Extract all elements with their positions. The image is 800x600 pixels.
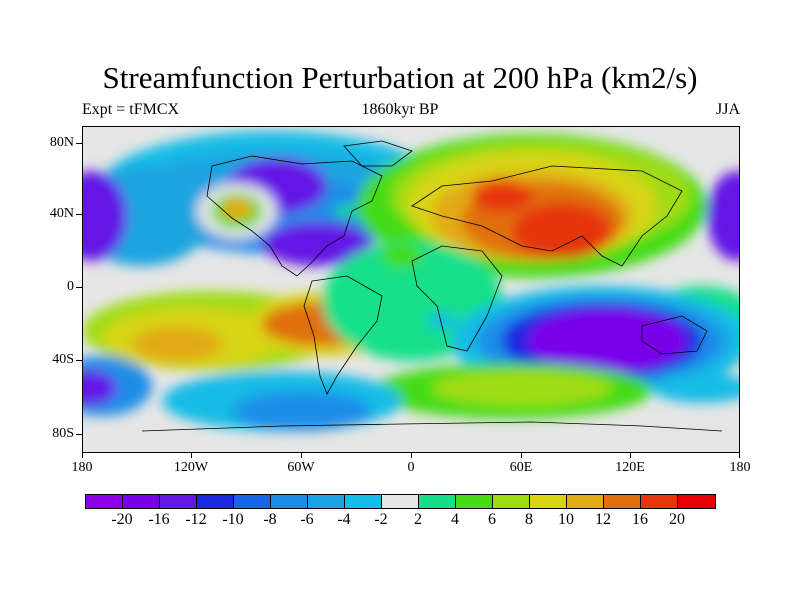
plot-title: Streamfunction Perturbation at 200 hPa (… [102,60,698,95]
x-tick-label: 60W [287,460,315,475]
x-tick-label: 180 [729,460,751,475]
colorbar-swatch [530,495,567,508]
colorbar-label: 12 [595,511,611,528]
colorbar-swatch [197,495,234,508]
y-tick-label: 80S [52,426,74,441]
colorbar-swatch [567,495,604,508]
y-tick-label: 0 [67,279,74,294]
colorbar-label: -2 [374,511,388,528]
colorbar-label: -4 [337,511,351,528]
colorbar-label: -12 [185,511,207,528]
colorbar-label: 2 [414,511,422,528]
colorbar-label: 16 [632,511,648,528]
x-tick-label: 120W [173,460,209,475]
coastlines [141,140,723,432]
colorbar-swatch [419,495,456,508]
colorbar-swatch [271,495,308,508]
colorbar-label: 4 [451,511,459,528]
y-tick-label: 40N [49,206,74,221]
colorbar-label: 10 [558,511,574,528]
colorbar-label: 8 [525,511,533,528]
colorbar [85,494,716,509]
x-tick-label: 0 [407,460,415,475]
colorbar-swatch [678,495,715,508]
colorbar-label: 6 [488,511,496,528]
colorbar-swatch [345,495,382,508]
colorbar-swatch [456,495,493,508]
period-label: 1860kyr BP [361,101,439,118]
colorbar-swatch [160,495,197,508]
map-panel [82,126,740,453]
colorbar-swatch [123,495,160,508]
season-label: JJA [715,101,740,118]
colorbar-swatch [308,495,345,508]
colorbar-label: -8 [263,511,277,528]
colorbar-swatch [382,495,419,508]
x-tick-label: 120E [615,460,645,475]
streamfunction-field [82,126,740,453]
x-tick-label: 180 [71,460,93,475]
colorbar-label: -16 [148,511,170,528]
colorbar-swatch [86,495,123,508]
experiment-label: Expt = tFMCX [82,101,180,118]
x-tick-label: 60E [509,460,533,475]
colorbar-label: -10 [222,511,244,528]
colorbar-swatch [234,495,271,508]
colorbar-swatch [604,495,641,508]
colorbar-label: -20 [111,511,133,528]
y-tick-label: 80N [49,135,74,150]
colorbar-swatch [641,495,678,508]
y-tick-label: 40S [52,352,74,367]
colorbar-label: -6 [300,511,314,528]
colorbar-swatch [493,495,530,508]
colorbar-label: 20 [669,511,685,528]
